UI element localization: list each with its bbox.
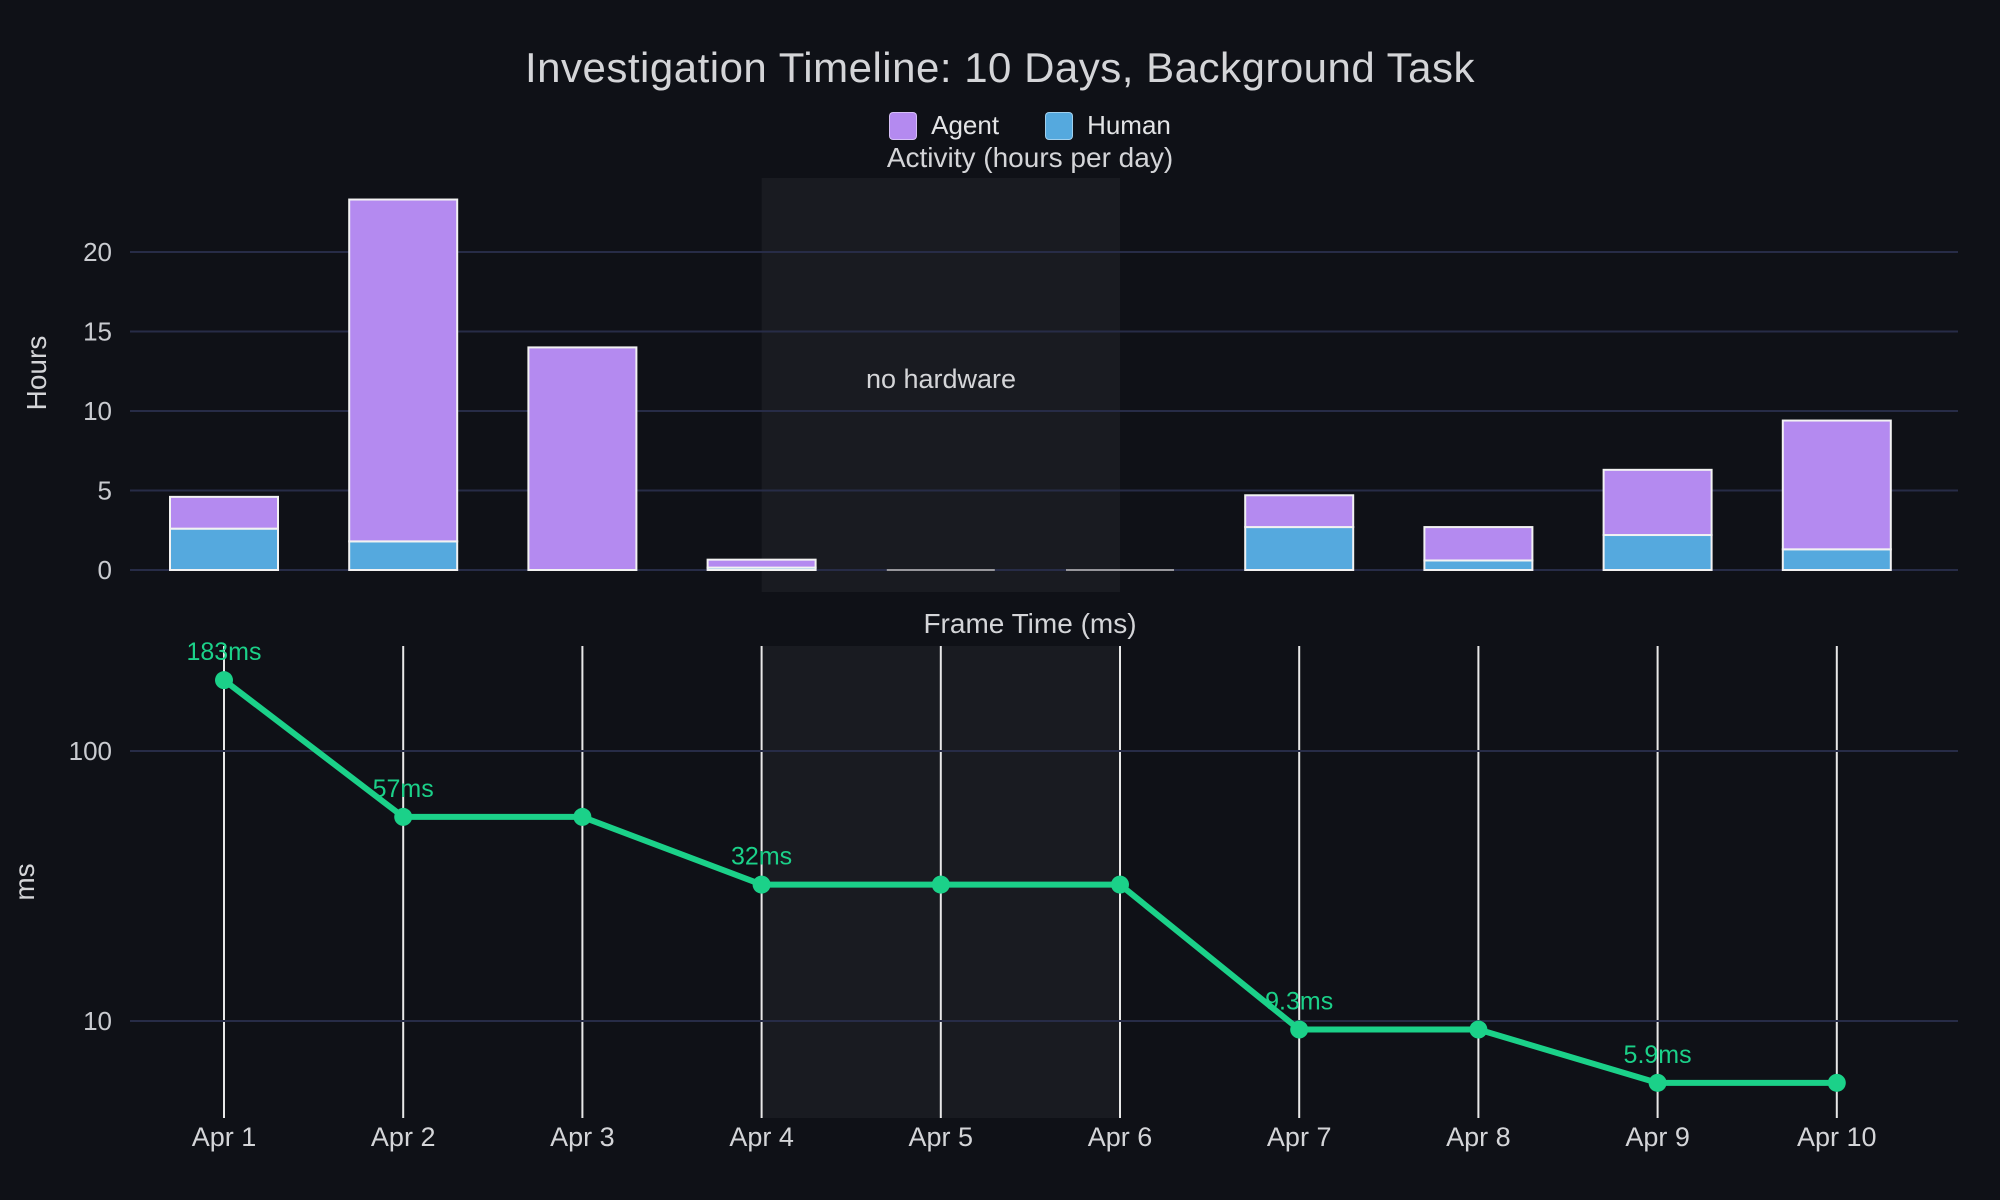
point-label: 32ms xyxy=(731,843,792,871)
bar-agent-2 xyxy=(348,198,459,543)
frame-time-point-6 xyxy=(1111,875,1129,894)
bar-agent-3 xyxy=(527,346,638,571)
point-label: 183ms xyxy=(186,638,261,666)
x-tick-label: Apr 9 xyxy=(1625,1122,1690,1152)
x-tick-label: Apr 1 xyxy=(192,1122,257,1152)
no-hardware-band-top xyxy=(761,178,1120,592)
no-hardware-label: no hardware xyxy=(866,364,1016,394)
agent-swatch-icon xyxy=(889,111,918,140)
bar-human-2 xyxy=(348,540,459,572)
bar-human-7 xyxy=(1244,526,1355,572)
ms-tick-label: 100 xyxy=(69,736,112,766)
frame-time-line xyxy=(222,677,1837,1086)
legend: Agent Human xyxy=(30,110,2000,141)
page-title: Investigation Timeline: 10 Days, Backgro… xyxy=(524,44,1476,91)
bar-human-9 xyxy=(1602,534,1713,572)
ms-tick-label: 10 xyxy=(83,1006,112,1036)
frame-time-point-7 xyxy=(1290,1020,1309,1039)
legend-label-human: Human xyxy=(1087,110,1171,140)
frame-time-point-1 xyxy=(215,671,233,690)
point-label: 9.3ms xyxy=(1265,988,1333,1016)
frame-time-point-10 xyxy=(1827,1073,1846,1092)
point-label: 5.9ms xyxy=(1624,1041,1692,1069)
x-tick-label: Apr 7 xyxy=(1267,1122,1332,1152)
x-tick-label: Apr 5 xyxy=(909,1122,974,1152)
legend-item-agent: Agent xyxy=(889,110,999,141)
frame-time-point-8 xyxy=(1469,1020,1488,1039)
x-tick-label: Apr 6 xyxy=(1088,1122,1153,1152)
hours-tick-label: 0 xyxy=(98,555,112,585)
bar-human-10 xyxy=(1781,548,1892,572)
bar-agent-8 xyxy=(1423,526,1534,562)
frame-time-point-9 xyxy=(1648,1073,1667,1092)
bar-human-8 xyxy=(1423,559,1534,572)
bottom-chart-title: Frame Time (ms) xyxy=(923,608,1137,639)
x-tick-label: Apr 4 xyxy=(729,1122,794,1152)
hours-tick-label: 5 xyxy=(98,476,112,506)
legend-label-agent: Agent xyxy=(931,110,1000,140)
legend-item-human: Human xyxy=(1045,110,1171,141)
bar-agent-4 xyxy=(706,558,817,569)
bar-human-1 xyxy=(169,527,279,571)
x-tick-label: Apr 2 xyxy=(371,1122,436,1152)
x-tick-label: Apr 8 xyxy=(1446,1122,1511,1152)
frame-time-point-4 xyxy=(752,875,771,894)
hours-axis-label: Hours xyxy=(21,336,52,411)
hours-tick-label: 10 xyxy=(83,396,112,426)
point-label: 57ms xyxy=(373,775,434,803)
x-tick-label: Apr 3 xyxy=(550,1122,615,1152)
bar-agent-10 xyxy=(1781,419,1892,551)
frame-time-point-2 xyxy=(394,807,413,826)
ms-axis-label: ms xyxy=(9,863,40,900)
bar-agent-7 xyxy=(1244,494,1355,529)
hours-tick-label: 15 xyxy=(83,317,112,347)
hours-tick-label: 20 xyxy=(83,237,112,267)
human-swatch-icon xyxy=(1045,111,1074,140)
bar-agent-9 xyxy=(1602,468,1713,537)
x-tick-label: Apr 10 xyxy=(1797,1122,1877,1152)
frame-time-point-5 xyxy=(931,875,950,894)
frame-time-point-3 xyxy=(573,807,592,826)
bar-agent-1 xyxy=(169,495,279,530)
top-chart-title: Activity (hours per day) xyxy=(886,142,1174,173)
